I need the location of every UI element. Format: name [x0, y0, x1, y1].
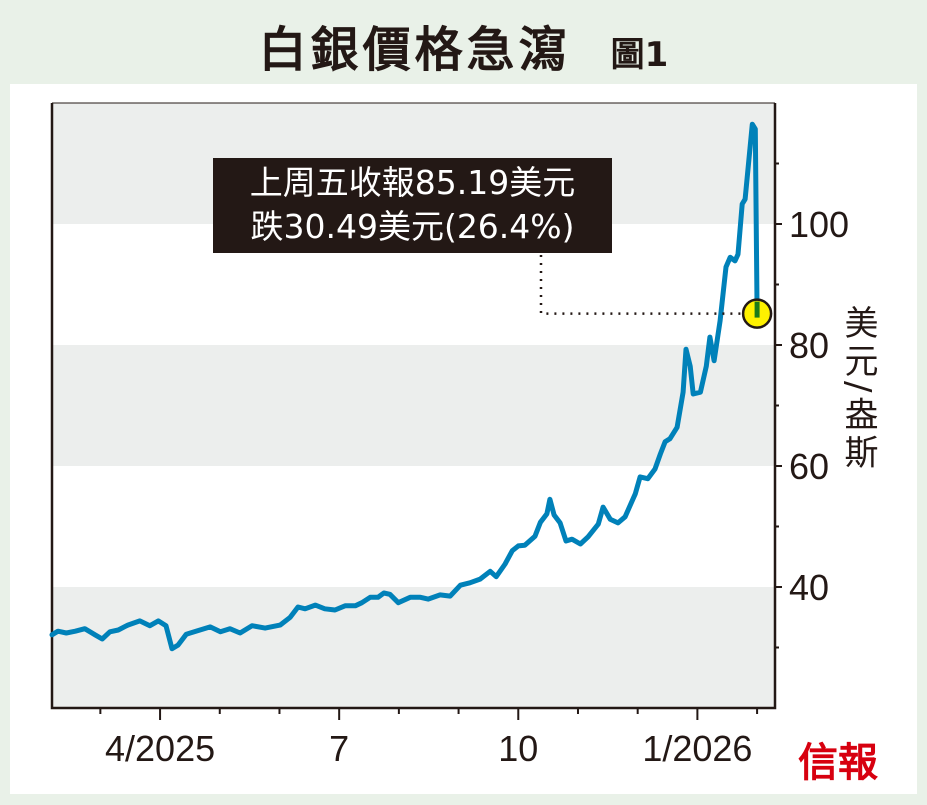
y-tick-label: 100	[789, 204, 849, 245]
background-band	[52, 587, 775, 708]
x-tick-label: 1/2026	[642, 728, 752, 769]
publisher-logo: 信報	[798, 739, 878, 786]
y-tick-label: 40	[789, 567, 829, 608]
x-tick-label: 7	[329, 728, 349, 769]
chart-title: 白銀價格急瀉	[258, 22, 571, 78]
background-band	[52, 345, 775, 466]
annotation-box: 上周五收報85.19美元 跌30.49美元(26.4%)	[213, 158, 612, 253]
leader-line	[539, 255, 744, 315]
annotation-line2: 跌30.49美元(26.4%)	[250, 207, 575, 246]
figure-label: 圖1	[610, 35, 669, 75]
annotation-line1: 上周五收報85.19美元	[249, 163, 576, 202]
series-line-silver	[49, 121, 760, 652]
x-tick-label: 4/2025	[105, 728, 215, 769]
x-tick-label: 10	[498, 728, 538, 769]
y-tick-label: 60	[789, 446, 829, 487]
chart-title-bar: 白銀價格急瀉 圖1	[0, 10, 927, 80]
y-tick-label: 80	[789, 325, 829, 366]
y-axis-label: 美元/盎斯	[838, 305, 878, 473]
